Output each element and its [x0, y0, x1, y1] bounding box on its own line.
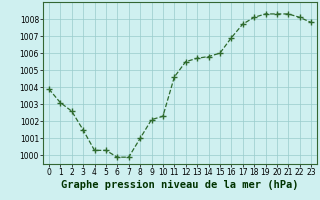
X-axis label: Graphe pression niveau de la mer (hPa): Graphe pression niveau de la mer (hPa) — [61, 180, 299, 190]
